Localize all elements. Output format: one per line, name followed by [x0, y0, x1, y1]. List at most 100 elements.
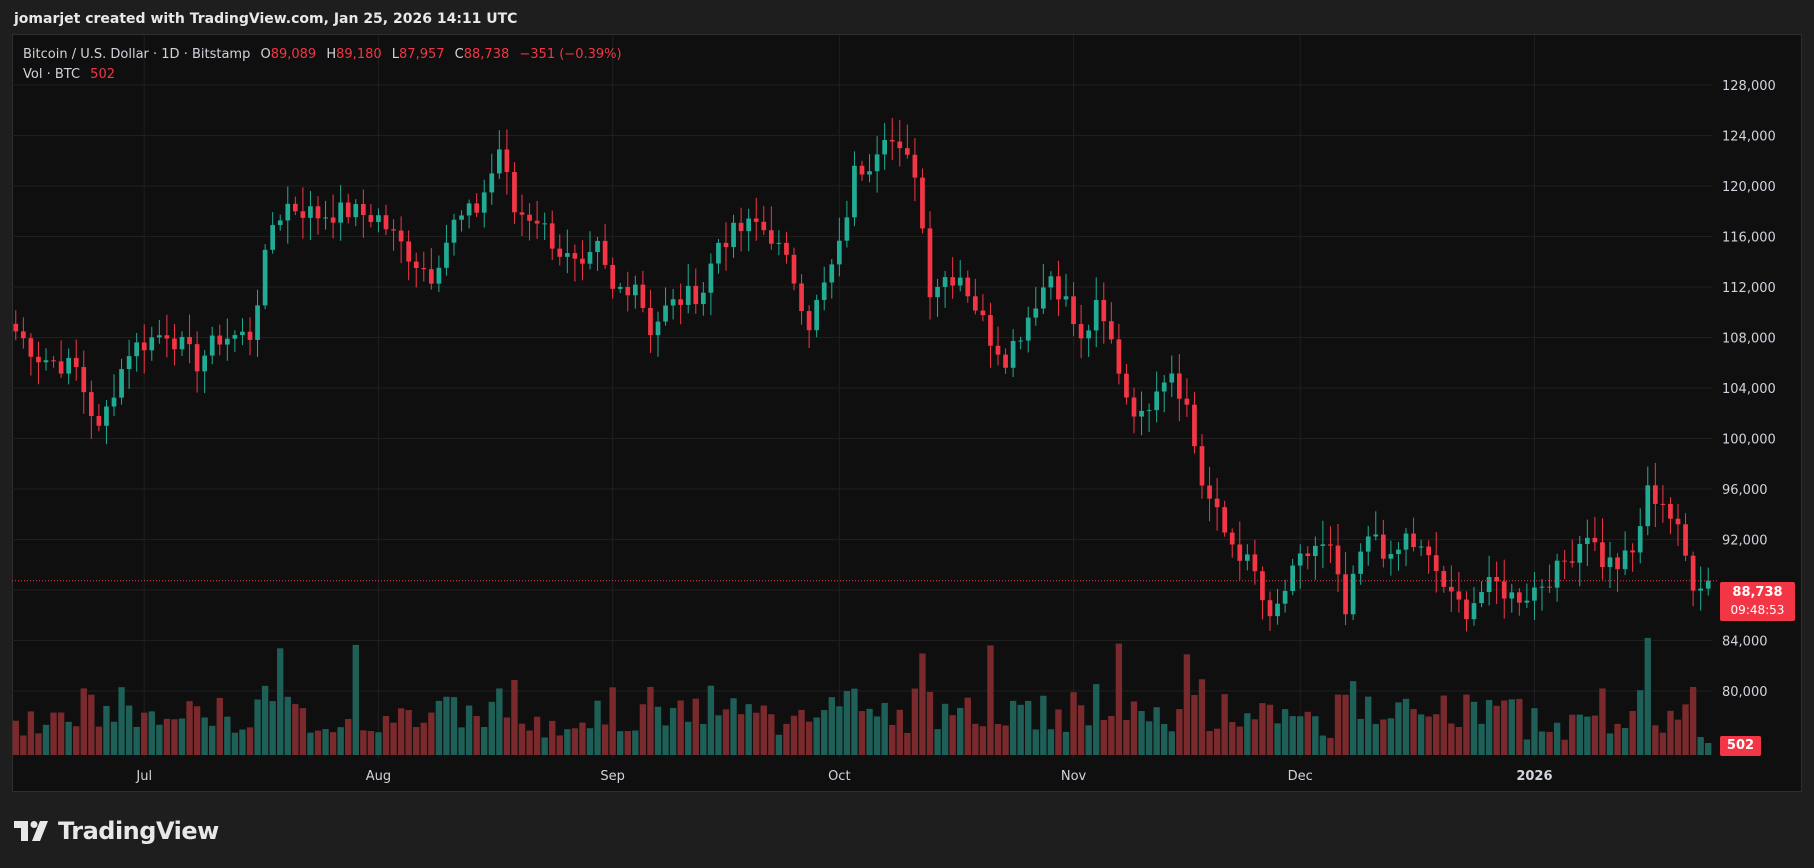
time-axis-label: Nov [1061, 769, 1087, 784]
volume-bar [337, 727, 344, 755]
candle-body [663, 305, 668, 322]
volume-bar [775, 734, 783, 755]
volume-bar [450, 697, 458, 755]
candle-body [345, 202, 351, 218]
volume-bar [125, 705, 133, 755]
candle-body [1192, 404, 1197, 447]
volume-bar [261, 685, 269, 755]
candle-body [1244, 554, 1250, 561]
volume-bar [624, 731, 631, 755]
candle-body [564, 253, 570, 257]
price-axis-label: 104,000 [1722, 382, 1776, 397]
volume-bar [1561, 739, 1568, 755]
volume-bar [571, 728, 579, 755]
volume-bar [1569, 714, 1576, 755]
volume-bar [745, 704, 752, 755]
volume-bar [730, 698, 737, 755]
candle-body [1388, 554, 1394, 559]
candle-body [1365, 536, 1371, 552]
volume-bar [1009, 700, 1017, 755]
candle-body [187, 336, 192, 345]
volume-bar [866, 708, 873, 755]
candle-body [1124, 373, 1129, 398]
candle-body [368, 215, 374, 222]
volume-bar [473, 715, 480, 755]
candle-body [360, 204, 366, 216]
ohlc-row: Bitcoin / U.S. Dollar · 1D · Bitstamp O8… [23, 45, 622, 65]
volume-bar [722, 709, 730, 755]
volume-bar [889, 724, 896, 755]
candle-body [66, 357, 72, 374]
candle-body [723, 242, 729, 248]
candle-body [292, 203, 298, 212]
time-axis-label: Oct [828, 769, 850, 784]
candle-body [1282, 590, 1288, 604]
volume-bar [896, 709, 903, 755]
volume-bar [1198, 679, 1206, 755]
candle-body [1071, 296, 1076, 325]
volume-bar [579, 722, 586, 755]
volume-bar [1674, 719, 1682, 755]
candle-body [1086, 330, 1092, 339]
volume-label[interactable]: Vol · BTC [23, 67, 81, 82]
candle-body [1705, 580, 1711, 589]
volume-bar [1229, 722, 1236, 755]
candle-body [1131, 397, 1137, 417]
time-axis-label: Aug [366, 769, 391, 784]
candle-body [1116, 339, 1122, 374]
volume-bar [1508, 699, 1515, 755]
candle-body [768, 230, 774, 244]
candle-body [111, 397, 117, 407]
candle-body [776, 242, 782, 244]
candle-body [852, 165, 857, 218]
candle-body [1622, 550, 1628, 570]
volume-bar [231, 732, 239, 755]
volume-bar [1682, 704, 1689, 755]
symbol-label[interactable]: Bitcoin / U.S. Dollar · 1D · Bitstamp [23, 47, 251, 62]
candle-body [1569, 561, 1575, 563]
volume-bar [57, 712, 65, 755]
volume-bar [1077, 705, 1085, 755]
candle-body [791, 254, 797, 284]
volume-bar [314, 730, 322, 755]
volume-bar [1644, 637, 1651, 755]
candle-body [489, 173, 495, 193]
volume-bar [737, 714, 745, 755]
chart-legend: Bitcoin / U.S. Dollar · 1D · Bitstamp O8… [23, 45, 622, 85]
volume-bar [858, 711, 866, 755]
volume-bar [1470, 701, 1478, 755]
volume-bar [1501, 700, 1508, 755]
volume-bar [760, 705, 767, 755]
candle-body [595, 240, 600, 253]
candle-body [580, 258, 585, 264]
volume-bar [934, 729, 941, 755]
candle-body [640, 284, 646, 308]
candle-body [1108, 321, 1114, 340]
candle-body [625, 287, 631, 296]
candle-body [141, 342, 147, 351]
candle-body [738, 222, 744, 232]
candle-body [610, 264, 616, 289]
candle-body [1146, 410, 1152, 412]
volume-bar [299, 708, 307, 755]
candle-body [988, 315, 993, 346]
volume-bar [141, 712, 148, 755]
price-axis-label: 112,000 [1722, 281, 1776, 296]
candle-body [1139, 410, 1144, 417]
volume-bar [420, 722, 427, 755]
chart-attribution: jomarjet created with TradingView.com, J… [14, 11, 518, 27]
tradingview-logo[interactable]: TradingView [14, 814, 219, 848]
low-label: L [391, 47, 400, 62]
volume-bar [511, 679, 518, 755]
candle-body [209, 335, 215, 356]
candle-body [1660, 503, 1666, 505]
volume-bar [209, 725, 216, 755]
candle-body [1093, 299, 1099, 331]
candle-body [1252, 554, 1258, 572]
candle-body [436, 267, 442, 284]
candle-body [784, 242, 789, 255]
candle-body [587, 252, 593, 264]
chart-frame[interactable] [12, 34, 1802, 792]
candle-body [1184, 398, 1190, 405]
